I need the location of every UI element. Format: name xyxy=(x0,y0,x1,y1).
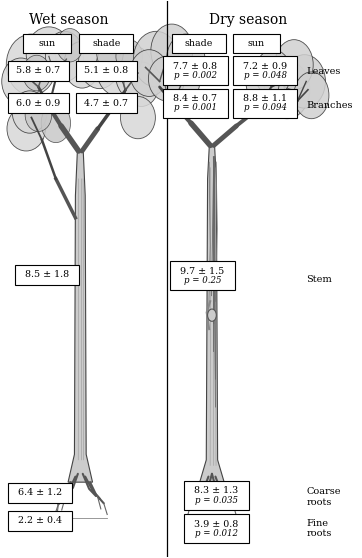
Ellipse shape xyxy=(130,50,168,97)
FancyBboxPatch shape xyxy=(8,511,72,531)
Ellipse shape xyxy=(264,61,310,119)
FancyBboxPatch shape xyxy=(76,61,137,81)
Ellipse shape xyxy=(151,24,193,78)
Text: Leaves: Leaves xyxy=(306,68,341,76)
Text: p = 0.002: p = 0.002 xyxy=(174,71,217,80)
FancyBboxPatch shape xyxy=(170,261,235,290)
Text: Stem: Stem xyxy=(306,275,332,283)
FancyBboxPatch shape xyxy=(79,34,133,53)
Ellipse shape xyxy=(283,55,325,108)
Ellipse shape xyxy=(246,59,279,104)
Ellipse shape xyxy=(26,27,72,80)
Text: 4.7 ± 0.7: 4.7 ± 0.7 xyxy=(84,99,128,108)
Text: 9.7 ± 1.5: 9.7 ± 1.5 xyxy=(180,267,224,276)
FancyBboxPatch shape xyxy=(233,34,280,53)
Text: p = 0.001: p = 0.001 xyxy=(174,103,217,112)
FancyBboxPatch shape xyxy=(8,93,69,113)
FancyBboxPatch shape xyxy=(15,264,79,285)
Ellipse shape xyxy=(121,97,155,139)
Text: 3.9 ± 0.8: 3.9 ± 0.8 xyxy=(194,520,239,529)
Ellipse shape xyxy=(7,107,45,151)
Ellipse shape xyxy=(275,40,313,90)
Ellipse shape xyxy=(115,46,153,100)
Text: 6.0 ± 0.9: 6.0 ± 0.9 xyxy=(16,99,60,108)
Text: 6.4 ± 1.2: 6.4 ± 1.2 xyxy=(18,488,62,497)
Text: shade: shade xyxy=(92,39,121,48)
Text: 8.5 ± 1.8: 8.5 ± 1.8 xyxy=(25,270,69,279)
Ellipse shape xyxy=(12,91,47,133)
Ellipse shape xyxy=(41,104,71,143)
FancyBboxPatch shape xyxy=(184,514,249,543)
FancyBboxPatch shape xyxy=(233,56,298,85)
FancyBboxPatch shape xyxy=(8,61,69,81)
Text: p = 0.094: p = 0.094 xyxy=(244,103,287,112)
Ellipse shape xyxy=(79,35,121,89)
Text: p = 0.048: p = 0.048 xyxy=(244,71,287,80)
Text: Wet season: Wet season xyxy=(29,13,109,27)
FancyBboxPatch shape xyxy=(172,34,226,53)
Text: sun: sun xyxy=(38,39,55,48)
Polygon shape xyxy=(68,151,93,482)
Text: 8.4 ± 0.7: 8.4 ± 0.7 xyxy=(173,94,217,103)
FancyBboxPatch shape xyxy=(184,481,249,510)
FancyBboxPatch shape xyxy=(233,89,298,118)
FancyBboxPatch shape xyxy=(8,483,72,503)
Ellipse shape xyxy=(97,37,123,70)
Text: Coarse
roots: Coarse roots xyxy=(306,488,341,507)
Ellipse shape xyxy=(64,41,100,88)
Polygon shape xyxy=(200,146,224,482)
Ellipse shape xyxy=(167,34,205,84)
Ellipse shape xyxy=(133,31,179,87)
Text: 8.3 ± 1.3: 8.3 ± 1.3 xyxy=(194,487,239,496)
FancyBboxPatch shape xyxy=(163,89,228,118)
Ellipse shape xyxy=(255,50,291,97)
Text: p = 0.012: p = 0.012 xyxy=(195,529,238,538)
Ellipse shape xyxy=(2,58,40,105)
Text: Dry season: Dry season xyxy=(210,13,288,27)
Ellipse shape xyxy=(25,98,52,132)
Text: 5.1 ± 0.8: 5.1 ± 0.8 xyxy=(84,66,129,75)
Ellipse shape xyxy=(148,56,185,101)
Text: p = 0.25: p = 0.25 xyxy=(184,276,221,285)
Text: 2.2 ± 0.4: 2.2 ± 0.4 xyxy=(18,516,62,525)
Text: 7.2 ± 0.9: 7.2 ± 0.9 xyxy=(243,62,287,71)
Text: 5.8 ± 0.7: 5.8 ± 0.7 xyxy=(16,66,60,75)
FancyBboxPatch shape xyxy=(76,93,137,113)
Text: shade: shade xyxy=(185,39,213,48)
Ellipse shape xyxy=(6,34,56,95)
Ellipse shape xyxy=(45,31,84,81)
FancyBboxPatch shape xyxy=(163,56,228,85)
Ellipse shape xyxy=(207,309,216,321)
Ellipse shape xyxy=(165,59,200,104)
Ellipse shape xyxy=(23,55,51,91)
FancyBboxPatch shape xyxy=(24,34,71,53)
Text: 7.7 ± 0.8: 7.7 ± 0.8 xyxy=(173,62,217,71)
Text: 8.8 ± 1.1: 8.8 ± 1.1 xyxy=(243,94,287,103)
Text: p = 0.035: p = 0.035 xyxy=(195,496,238,504)
Ellipse shape xyxy=(294,72,329,119)
Ellipse shape xyxy=(56,28,83,62)
Text: Branches: Branches xyxy=(306,101,353,110)
Text: sun: sun xyxy=(248,39,265,48)
Ellipse shape xyxy=(124,62,159,107)
Ellipse shape xyxy=(96,39,142,97)
Text: Fine
roots: Fine roots xyxy=(306,519,332,538)
Ellipse shape xyxy=(116,40,143,73)
